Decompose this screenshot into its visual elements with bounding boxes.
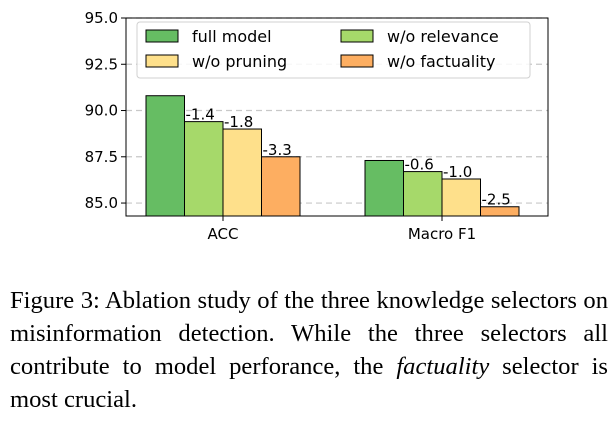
legend-swatch bbox=[145, 54, 179, 68]
legend-swatch bbox=[145, 29, 179, 43]
legend-label: full model bbox=[192, 27, 272, 46]
legend-swatch bbox=[340, 29, 374, 43]
delta-label: -1.4 bbox=[186, 106, 215, 124]
delta-label: -0.6 bbox=[405, 156, 434, 174]
legend-label: w/o factuality bbox=[387, 52, 495, 71]
figure-caption: Figure 3: Ablation study of the three kn… bbox=[10, 284, 608, 416]
legend: full model w/o pruning w/o relevance w/o fa… bbox=[136, 21, 531, 79]
delta-labels: -1.4 -1.8 -3.3 -0.6 -1.0 -2.5 bbox=[186, 106, 511, 209]
delta-label: -2.5 bbox=[482, 191, 511, 209]
delta-label: -3.3 bbox=[263, 141, 292, 159]
bar bbox=[403, 171, 443, 217]
ablation-bar-chart: 85.0 87.5 90.0 92.5 95.0 ACC Macro F1 -1.4 -1.8… bbox=[85, 9, 549, 243]
y-tick-label: 85.0 bbox=[85, 194, 118, 212]
bar bbox=[261, 156, 301, 217]
delta-label: -1.0 bbox=[443, 163, 472, 181]
y-tick-label: 90.0 bbox=[85, 102, 118, 120]
caption-text: Figure 3: Ablation study of the three kn… bbox=[10, 287, 608, 380]
y-tick-label: 87.5 bbox=[85, 148, 118, 166]
plot-frame bbox=[125, 17, 549, 217]
bar bbox=[441, 178, 481, 217]
bar bbox=[222, 128, 262, 217]
x-tick-label: ACC bbox=[208, 225, 239, 243]
y-tick-label: 95.0 bbox=[85, 9, 118, 27]
caption-text-end: selector is most crucial. bbox=[10, 353, 608, 413]
delta-label: -1.8 bbox=[224, 113, 253, 131]
bar bbox=[184, 121, 224, 217]
legend-box bbox=[136, 21, 531, 79]
caption-emphasis: factuality bbox=[396, 353, 490, 380]
bar bbox=[145, 95, 185, 217]
bars bbox=[145, 95, 520, 217]
bar bbox=[364, 159, 404, 217]
x-tick-label: Macro F1 bbox=[408, 225, 476, 243]
legend-label: w/o relevance bbox=[387, 27, 499, 46]
y-tick-label: 92.5 bbox=[85, 55, 118, 73]
axis-ticks: 85.0 87.5 90.0 92.5 95.0 ACC Macro F1 bbox=[85, 9, 477, 243]
legend-label: w/o pruning bbox=[192, 52, 287, 71]
legend-swatch bbox=[340, 54, 374, 68]
